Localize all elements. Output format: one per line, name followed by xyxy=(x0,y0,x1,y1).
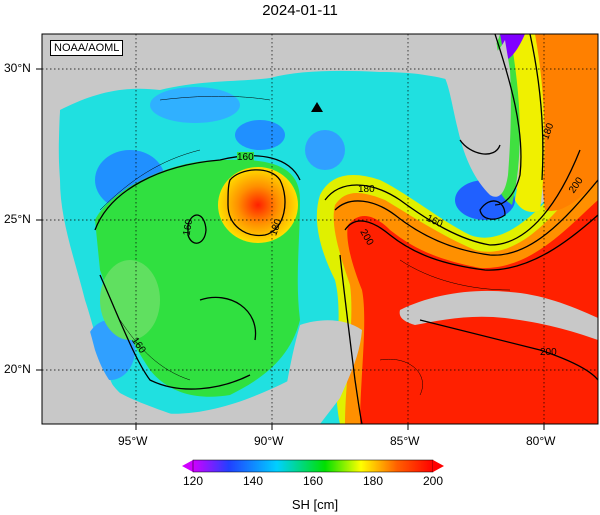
lat-label-20: 20°N xyxy=(4,362,31,376)
lat-label-25: 25°N xyxy=(4,212,31,226)
contour-label: 180 xyxy=(358,184,375,195)
thin-contours xyxy=(99,96,511,396)
colorbar-tick-160: 160 xyxy=(303,474,324,488)
yucatan xyxy=(280,320,362,424)
lon-label-90: 90°W xyxy=(254,434,284,448)
us-coast xyxy=(42,34,500,120)
cuba xyxy=(399,290,598,340)
colorbar-label: SH [cm] xyxy=(291,497,339,512)
colorbar xyxy=(192,459,434,473)
colorbar-tick-120: 120 xyxy=(183,474,204,488)
lon-label-95: 95°W xyxy=(118,434,148,448)
axis-ticks xyxy=(36,68,545,430)
blue-patch-north xyxy=(150,87,240,123)
graticule xyxy=(42,34,598,424)
credit-label: NOAA/AOML xyxy=(50,40,124,56)
green-patch-west xyxy=(100,260,160,340)
colorbar-tick-200: 200 xyxy=(423,474,444,488)
contour-label: 200 xyxy=(540,347,557,358)
colorbar-low-arrow xyxy=(182,460,193,472)
colorbar-tick-180: 180 xyxy=(363,474,384,488)
contour-lines xyxy=(94,34,598,424)
blue-patch-center xyxy=(235,120,285,150)
map-frame xyxy=(41,33,599,425)
contour-label: 160 xyxy=(237,152,254,163)
florida xyxy=(445,40,511,197)
map-title: 2024-01-11 xyxy=(262,2,338,19)
blue-patch-east xyxy=(305,130,345,170)
triangle-marker-icon xyxy=(311,102,323,112)
lon-label-80: 80°W xyxy=(526,434,556,448)
colorbar-tick-140: 140 xyxy=(243,474,264,488)
lon-label-85: 85°W xyxy=(390,434,420,448)
colorbar-high-arrow xyxy=(433,460,444,472)
lat-label-30: 30°N xyxy=(4,61,31,75)
warm-eddy xyxy=(218,167,298,243)
